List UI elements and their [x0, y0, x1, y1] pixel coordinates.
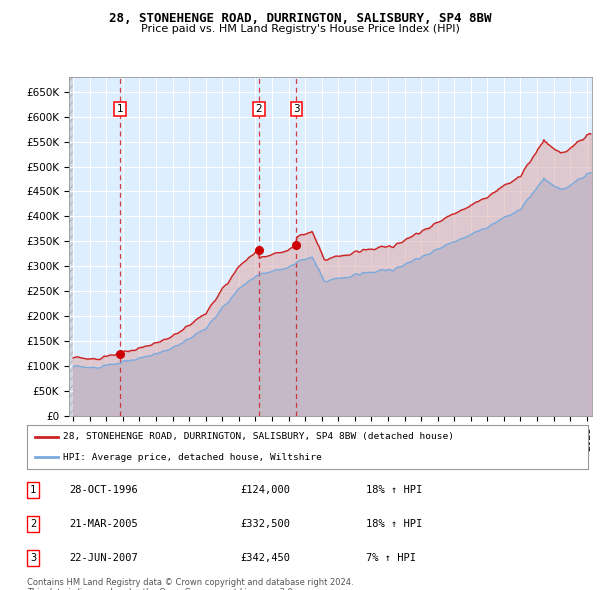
Text: 7% ↑ HPI: 7% ↑ HPI	[366, 553, 416, 563]
Text: 1: 1	[116, 104, 123, 114]
Text: 28-OCT-1996: 28-OCT-1996	[69, 485, 138, 495]
Text: 18% ↑ HPI: 18% ↑ HPI	[366, 519, 422, 529]
Text: 28, STONEHENGE ROAD, DURRINGTON, SALISBURY, SP4 8BW (detached house): 28, STONEHENGE ROAD, DURRINGTON, SALISBU…	[64, 432, 454, 441]
Text: 2: 2	[256, 104, 262, 114]
Text: Price paid vs. HM Land Registry's House Price Index (HPI): Price paid vs. HM Land Registry's House …	[140, 24, 460, 34]
Text: 18% ↑ HPI: 18% ↑ HPI	[366, 485, 422, 495]
Text: £342,450: £342,450	[240, 553, 290, 563]
Text: 3: 3	[293, 104, 299, 114]
Bar	[69, 77, 73, 416]
Text: 1: 1	[30, 485, 36, 495]
Text: £124,000: £124,000	[240, 485, 290, 495]
Text: 2: 2	[30, 519, 36, 529]
Text: 28, STONEHENGE ROAD, DURRINGTON, SALISBURY, SP4 8BW: 28, STONEHENGE ROAD, DURRINGTON, SALISBU…	[109, 12, 491, 25]
Text: Contains HM Land Registry data © Crown copyright and database right 2024.
This d: Contains HM Land Registry data © Crown c…	[27, 578, 353, 590]
Text: 21-MAR-2005: 21-MAR-2005	[69, 519, 138, 529]
Text: £332,500: £332,500	[240, 519, 290, 529]
Text: 22-JUN-2007: 22-JUN-2007	[69, 553, 138, 563]
Text: 3: 3	[30, 553, 36, 563]
Text: HPI: Average price, detached house, Wiltshire: HPI: Average price, detached house, Wilt…	[64, 453, 322, 461]
